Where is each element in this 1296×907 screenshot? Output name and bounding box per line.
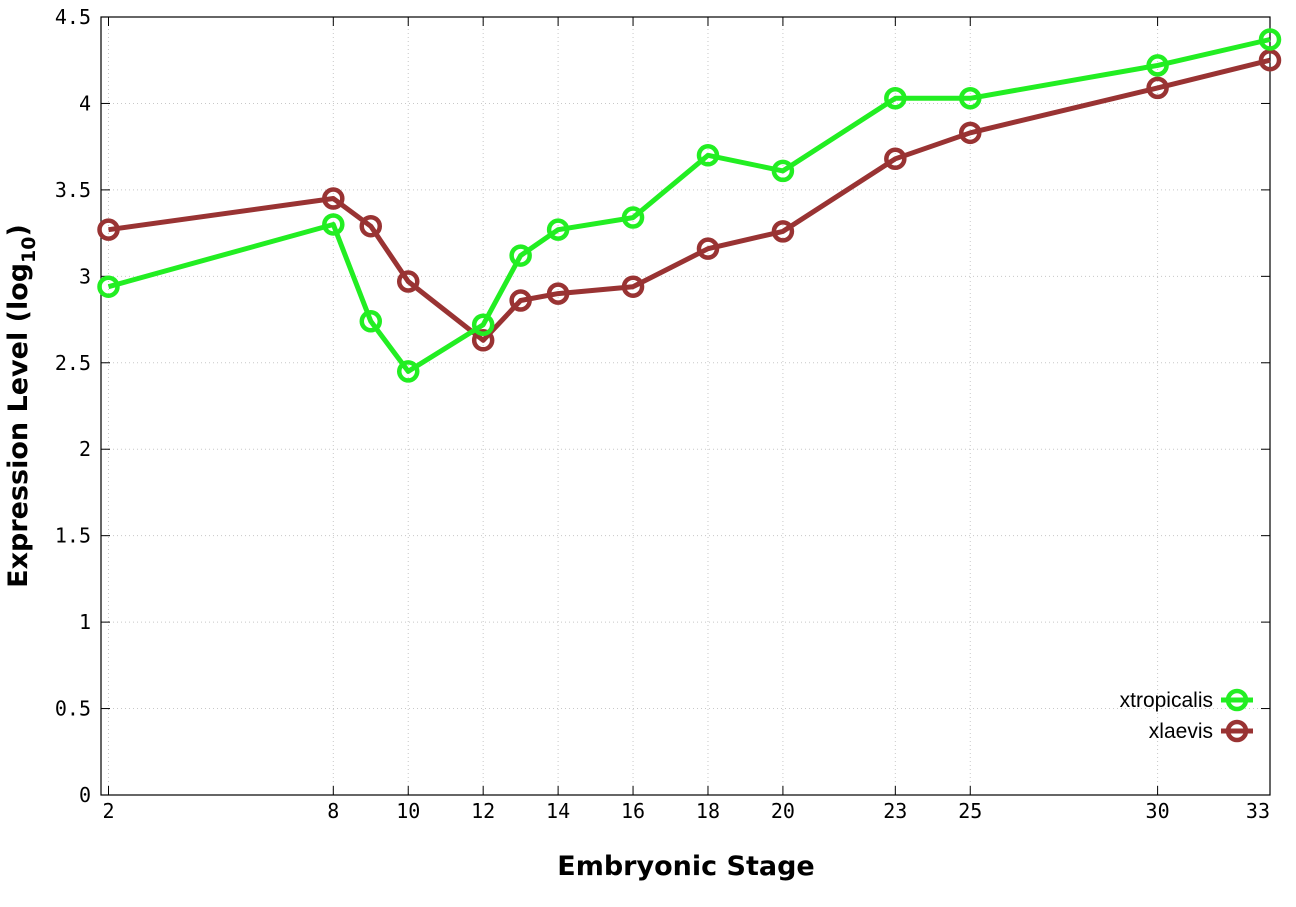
data-point-xtropicalis bbox=[509, 244, 532, 267]
data-point-xtropicalis bbox=[546, 218, 570, 241]
data-point-xlaevis bbox=[546, 282, 570, 305]
y-axis-title-close: ) bbox=[3, 224, 34, 236]
x-tick-label: 25 bbox=[958, 799, 982, 823]
data-point-xtropicalis bbox=[396, 360, 420, 383]
x-tick-label: 2 bbox=[102, 799, 114, 823]
series-line-xlaevis bbox=[108, 57, 1271, 343]
y-tick-label: 0.5 bbox=[55, 697, 91, 721]
y-axis-title: Expression Level (log10) bbox=[3, 224, 40, 588]
x-tick-label: 8 bbox=[327, 799, 339, 823]
y-tick-label: 2.5 bbox=[55, 351, 91, 375]
x-tick-label: 18 bbox=[696, 799, 720, 823]
data-point-xtropicalis bbox=[471, 313, 495, 336]
x-axis-title: Embryonic Stage bbox=[557, 851, 814, 882]
data-point-xlaevis bbox=[471, 329, 495, 352]
legend-label-xtropicalis: xtropicalis bbox=[1120, 689, 1213, 712]
data-point-xlaevis bbox=[509, 289, 532, 312]
x-tick-label: 23 bbox=[883, 799, 907, 823]
legend-swatch-marker-xtropicalis bbox=[1225, 688, 1249, 712]
x-tick-label: 14 bbox=[546, 799, 570, 823]
data-point-xlaevis bbox=[771, 220, 795, 243]
grid-lines bbox=[101, 17, 1270, 795]
legend-label-xlaevis: xlaevis bbox=[1149, 720, 1213, 743]
data-point-xlaevis bbox=[884, 147, 907, 171]
data-point-xlaevis bbox=[322, 187, 345, 210]
plot-frame bbox=[100, 16, 1271, 796]
data-point-xtropicalis bbox=[696, 144, 720, 167]
legend: xtropicalis xlaevis bbox=[1120, 688, 1253, 743]
data-point-xtropicalis bbox=[771, 159, 795, 183]
data-point-xlaevis bbox=[621, 275, 645, 298]
data-point-xlaevis bbox=[396, 270, 420, 293]
y-tick-label: 3 bbox=[79, 264, 91, 288]
y-tick-label: 2 bbox=[79, 437, 91, 461]
series-layer bbox=[97, 28, 1282, 383]
data-point-xlaevis bbox=[359, 214, 383, 238]
y-tick-label: 1.5 bbox=[55, 524, 91, 548]
legend-swatch-marker-xlaevis bbox=[1225, 719, 1249, 743]
y-axis-title-main: Expression Level (log bbox=[3, 263, 34, 588]
data-point-xlaevis bbox=[696, 237, 720, 260]
y-tick-label: 3.5 bbox=[55, 178, 91, 202]
data-point-xtropicalis bbox=[621, 206, 645, 229]
data-point-xtropicalis bbox=[97, 275, 120, 298]
y-tick-label: 0 bbox=[79, 783, 91, 807]
x-tick-label: 10 bbox=[396, 799, 420, 823]
x-tick-label: 20 bbox=[771, 799, 795, 823]
data-point-xtropicalis bbox=[1258, 28, 1282, 51]
y-tick-label: 4.5 bbox=[55, 5, 91, 29]
x-tick-label: 33 bbox=[1246, 799, 1270, 823]
data-point-xtropicalis bbox=[959, 87, 982, 110]
data-point-xtropicalis bbox=[359, 310, 383, 333]
data-point-xlaevis bbox=[97, 218, 120, 241]
data-point-xlaevis bbox=[1258, 48, 1282, 72]
y-tick-label: 1 bbox=[79, 610, 91, 634]
y-tick-label: 4 bbox=[79, 91, 91, 115]
y-axis-title-subscript: 10 bbox=[18, 236, 40, 262]
data-point-xlaevis bbox=[1146, 76, 1169, 100]
axis-ticks: 0 0.5 1 1.5 2 2.5 3 3.5 4 4.5 2 8 10 12 14 16 18 20 23 25 30… bbox=[55, 5, 1271, 823]
data-point-xlaevis bbox=[959, 121, 982, 145]
x-tick-label: 16 bbox=[621, 799, 645, 823]
data-point-xtropicalis bbox=[884, 87, 907, 110]
x-tick-label: 30 bbox=[1146, 799, 1170, 823]
x-tick-label: 12 bbox=[471, 799, 495, 823]
data-point-xtropicalis bbox=[1146, 54, 1169, 77]
data-point-xtropicalis bbox=[322, 213, 345, 236]
